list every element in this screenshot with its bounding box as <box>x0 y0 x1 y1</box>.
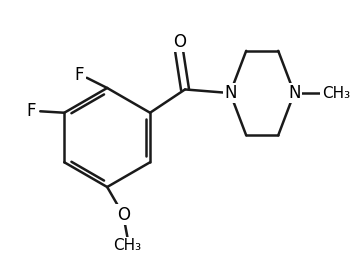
Text: O: O <box>117 206 130 224</box>
Text: F: F <box>27 102 36 120</box>
Text: N: N <box>288 84 301 102</box>
Text: CH₃: CH₃ <box>322 86 350 101</box>
Text: N: N <box>224 84 237 102</box>
Text: O: O <box>173 33 186 51</box>
Text: CH₃: CH₃ <box>113 238 141 253</box>
Text: F: F <box>75 66 84 84</box>
